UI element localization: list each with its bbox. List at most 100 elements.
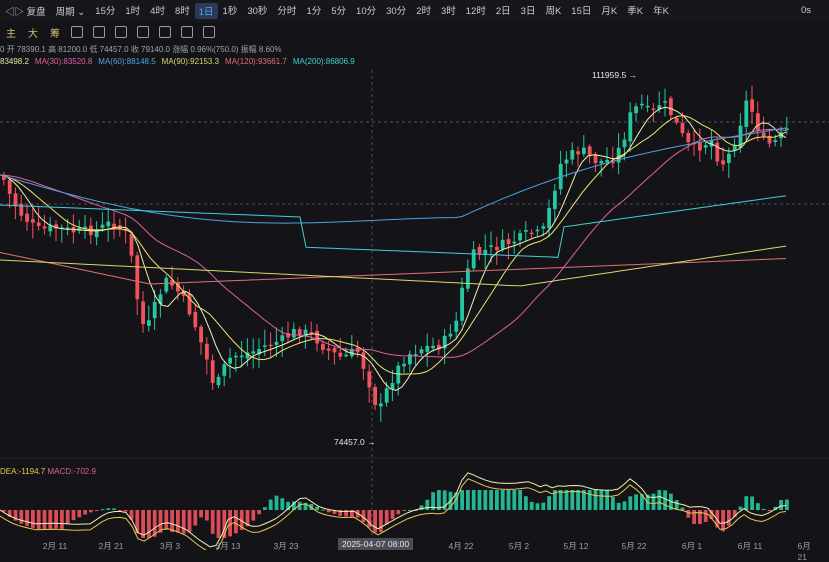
candle-body (750, 99, 754, 112)
ma60-line (0, 127, 787, 224)
candle-body (396, 365, 401, 384)
candle-body (587, 146, 592, 156)
low-annotation: 74457.0 → (334, 437, 376, 447)
interval-7[interactable]: 分时 (277, 6, 297, 17)
macd-bar (187, 510, 192, 533)
macd-bar (628, 496, 633, 510)
macd-bar (471, 490, 476, 510)
candle-body (222, 364, 227, 376)
candle-body (460, 287, 464, 321)
edit-icon[interactable] (181, 26, 193, 38)
period-dropdown[interactable]: 周期 ⌄ (55, 7, 86, 18)
macd-bar (715, 510, 720, 528)
macd-bar (495, 490, 499, 510)
interval-9[interactable]: 5分 (331, 6, 347, 17)
candle-body (477, 246, 482, 254)
candle-body (286, 333, 290, 338)
interval-13[interactable]: 3时 (440, 6, 456, 17)
candle-body (518, 233, 522, 241)
macd-bar (350, 510, 354, 517)
ohlc-info: 0 开 78390.1 高 81200.0 低 74457.0 收 79140.… (0, 45, 282, 54)
macd-bar (750, 496, 754, 510)
interval-14[interactable]: 12时 (465, 6, 486, 17)
interval-15[interactable]: 2日 (495, 6, 511, 17)
macd-bar (83, 510, 87, 515)
candle-body (54, 224, 58, 229)
candle-body (268, 344, 273, 347)
macd-bar (582, 490, 586, 510)
crosshair-icon[interactable] (93, 26, 105, 38)
candlestick-chart[interactable]: 111959.5 → 74457.0 → (0, 0, 829, 550)
candle-body (19, 203, 24, 216)
macd-bar (541, 502, 546, 510)
top-toolbar: ◁▷ 复盘 周期 ⌄ 15分 1时 4时 8时 1日 1秒 30秒 分时 1分 5分 10分 30分 2… (0, 0, 829, 22)
interval-12[interactable]: 2时 (416, 6, 431, 17)
macd-bar (326, 510, 331, 513)
candle-body (251, 351, 256, 354)
macd-bar (94, 510, 99, 511)
low-value: 低 74457.0 (89, 45, 129, 54)
macd-bar (437, 490, 441, 510)
macd-bar (280, 498, 285, 510)
macd-bar (727, 510, 731, 526)
replay-button[interactable]: ◁▷ 复盘 (5, 7, 46, 18)
interval-4[interactable]: 1日 (194, 3, 218, 19)
macd-bar (60, 510, 64, 529)
interval-8[interactable]: 1分 (306, 6, 322, 17)
macd-bar (65, 510, 70, 525)
macd-bar (535, 503, 540, 510)
candle-body (2, 175, 6, 180)
candle-body (785, 128, 789, 130)
candle-body (384, 388, 389, 403)
interval-11[interactable]: 30分 (386, 6, 407, 17)
interval-17[interactable]: 周K (545, 6, 562, 17)
interval-2[interactable]: 4时 (150, 6, 165, 17)
interval-1[interactable]: 1时 (125, 6, 141, 17)
dea-value: DEA:-1194.7 (0, 467, 46, 476)
candle-body (141, 301, 145, 325)
interval-6[interactable]: 30秒 (247, 6, 268, 17)
macd-bar (36, 510, 41, 530)
macd-bar (512, 490, 517, 510)
macd-bar (297, 501, 302, 510)
interval-20[interactable]: 季K (627, 6, 644, 17)
candle-body (611, 161, 615, 164)
tool-large[interactable]: 大 (28, 28, 38, 40)
candle-body (147, 320, 151, 326)
interval-18[interactable]: 15日 (571, 6, 592, 17)
tool-chips[interactable]: 筹 (50, 28, 60, 40)
macd-bar (164, 510, 169, 530)
candle-body (274, 341, 279, 345)
candle-body (344, 354, 348, 357)
macd-bar (216, 510, 221, 538)
tool-main[interactable]: 主 (6, 28, 16, 40)
ma-short-line (0, 106, 787, 391)
macd-bar (599, 490, 604, 510)
macd-bar (396, 510, 401, 515)
interval-3[interactable]: 8时 (174, 6, 190, 17)
candle-body (332, 347, 337, 353)
macd-bar (425, 499, 430, 510)
settings-icon[interactable] (137, 26, 149, 38)
candle-body (379, 403, 383, 407)
x-tick-label: 5月 22 (621, 541, 647, 551)
camera-icon[interactable] (159, 26, 171, 38)
candle-body (199, 326, 203, 343)
interval-19[interactable]: 月K (601, 6, 618, 17)
interval-16[interactable]: 3日 (520, 6, 536, 17)
layout-icon[interactable] (115, 26, 127, 38)
candle-body (129, 233, 134, 256)
candle-body (152, 301, 157, 319)
macd-bar (489, 490, 493, 510)
interval-21[interactable]: 年K (653, 6, 669, 17)
interval-0[interactable]: 15分 (95, 6, 116, 17)
refresh-icon[interactable] (71, 26, 83, 38)
candle-body (593, 154, 598, 164)
interval-10[interactable]: 10分 (356, 6, 377, 17)
delete-icon[interactable] (203, 26, 215, 38)
macd-bar (251, 510, 256, 521)
ma-legend: 83498.2 MA(30):83520.8 MA(60):88148.5 MA(90… (0, 57, 361, 66)
interval-5[interactable]: 1秒 (222, 6, 238, 17)
macd-bar (431, 492, 435, 510)
macd-bar (402, 510, 406, 511)
